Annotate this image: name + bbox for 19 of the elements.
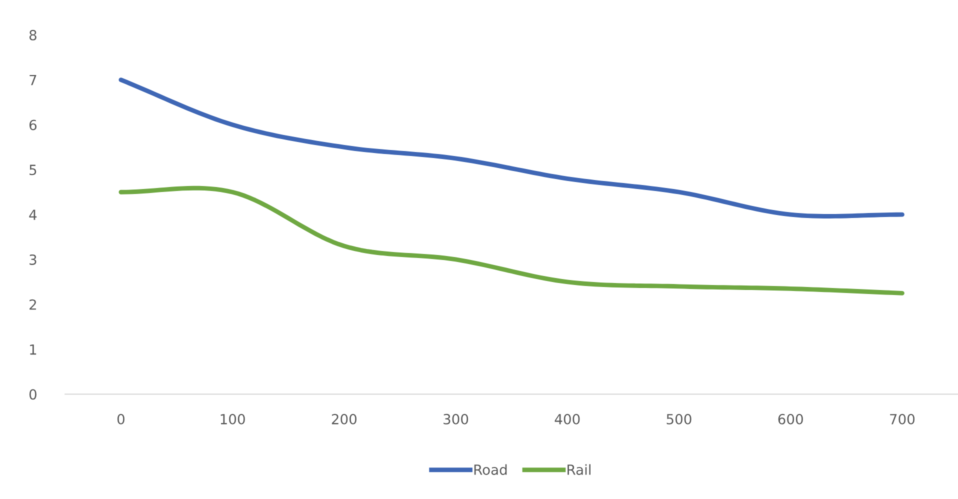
y-tick-label: 7: [30, 74, 36, 86]
y-tick-label: 6: [30, 120, 36, 130]
legend-label: Road: [474, 464, 507, 475]
y-tick-label: 1: [30, 344, 36, 355]
x-tick-label: 600: [778, 414, 803, 424]
x-tick-label: 700: [890, 414, 915, 424]
x-tick-label: 200: [332, 414, 356, 424]
y-tick-label: 8: [29, 30, 36, 40]
x-tick-label: 300: [444, 414, 468, 424]
legend-label: Rail: [568, 464, 590, 475]
x-tick-label: 500: [666, 414, 692, 424]
x-tick-label: 400: [554, 414, 580, 424]
y-tick-label: 3: [30, 254, 36, 265]
y-tick-label: 0: [29, 389, 36, 400]
y-tick-label: 4: [29, 210, 37, 220]
y-tick-label: 5: [30, 164, 36, 176]
y-tick-label: 2: [30, 299, 36, 310]
x-tick-label: 100: [220, 414, 245, 424]
x-tick-label: 0: [117, 414, 124, 424]
